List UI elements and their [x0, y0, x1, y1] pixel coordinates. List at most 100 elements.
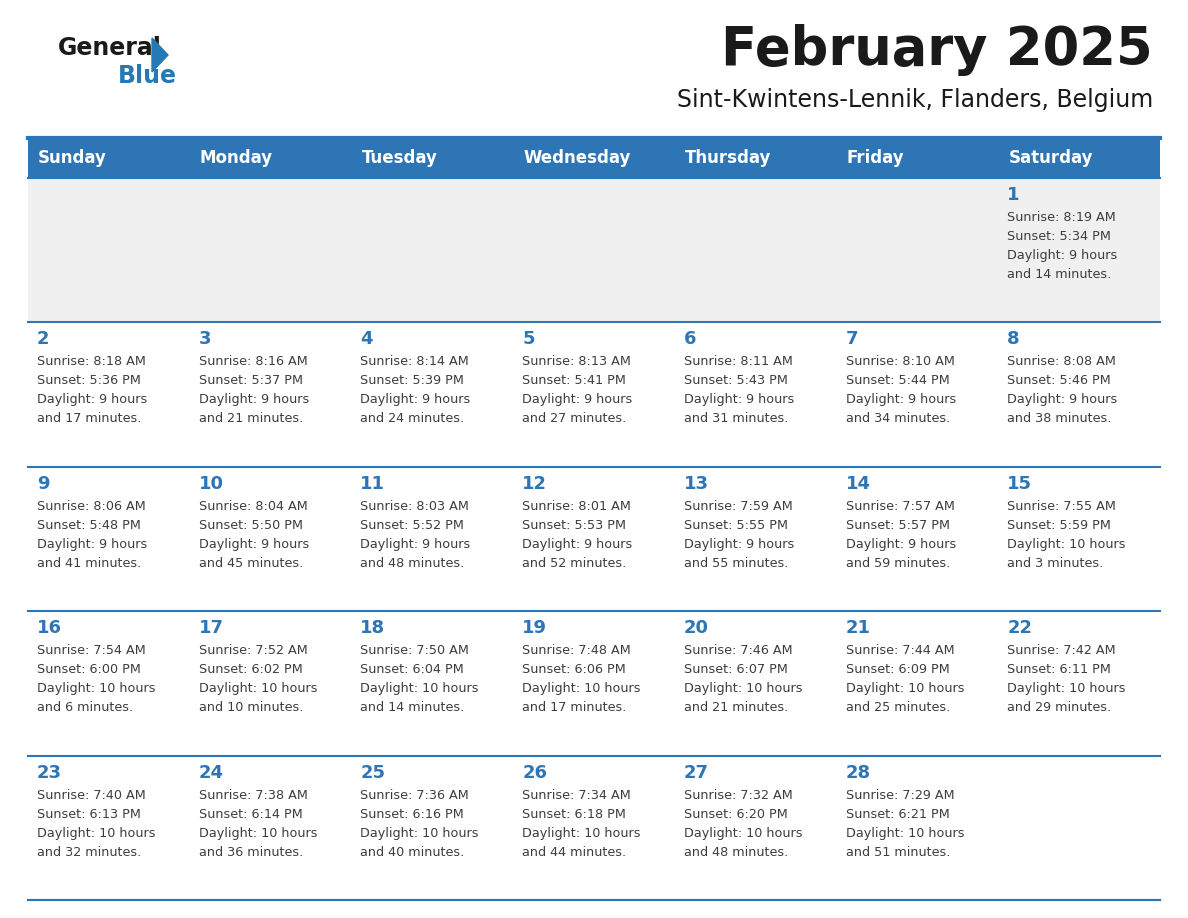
Text: 12: 12 — [523, 475, 548, 493]
Text: and 3 minutes.: and 3 minutes. — [1007, 557, 1104, 570]
Text: Blue: Blue — [118, 64, 177, 88]
Text: Sunset: 6:00 PM: Sunset: 6:00 PM — [37, 663, 141, 677]
Text: Sunset: 6:13 PM: Sunset: 6:13 PM — [37, 808, 141, 821]
Text: 17: 17 — [198, 620, 223, 637]
Text: Sunrise: 7:44 AM: Sunrise: 7:44 AM — [846, 644, 954, 657]
Bar — [190, 611, 352, 756]
Text: Daylight: 10 hours: Daylight: 10 hours — [1007, 538, 1126, 551]
Text: February 2025: February 2025 — [721, 24, 1154, 76]
Text: Daylight: 9 hours: Daylight: 9 hours — [198, 394, 309, 407]
Text: and 38 minutes.: and 38 minutes. — [1007, 412, 1112, 425]
Text: Sunset: 6:11 PM: Sunset: 6:11 PM — [1007, 663, 1111, 677]
Text: 27: 27 — [684, 764, 709, 781]
Text: Sunset: 6:04 PM: Sunset: 6:04 PM — [360, 663, 465, 677]
Text: Sunrise: 8:14 AM: Sunrise: 8:14 AM — [360, 355, 469, 368]
Text: and 59 minutes.: and 59 minutes. — [846, 557, 950, 570]
Text: Daylight: 9 hours: Daylight: 9 hours — [37, 538, 147, 551]
Text: Sunset: 5:59 PM: Sunset: 5:59 PM — [1007, 519, 1111, 532]
Text: Sunset: 5:39 PM: Sunset: 5:39 PM — [360, 375, 465, 387]
Bar — [513, 322, 675, 466]
Bar — [675, 611, 836, 756]
Text: Sunset: 5:53 PM: Sunset: 5:53 PM — [523, 519, 626, 532]
Text: Daylight: 10 hours: Daylight: 10 hours — [360, 826, 479, 840]
Text: Daylight: 9 hours: Daylight: 9 hours — [684, 394, 794, 407]
Text: 25: 25 — [360, 764, 385, 781]
Bar — [836, 322, 998, 466]
Text: 22: 22 — [1007, 620, 1032, 637]
Bar — [513, 611, 675, 756]
Text: Sint-Kwintens-Lennik, Flanders, Belgium: Sint-Kwintens-Lennik, Flanders, Belgium — [677, 88, 1154, 112]
Text: Sunrise: 7:46 AM: Sunrise: 7:46 AM — [684, 644, 792, 657]
Text: 26: 26 — [523, 764, 548, 781]
Text: Daylight: 10 hours: Daylight: 10 hours — [1007, 682, 1126, 695]
Bar — [29, 322, 190, 466]
Text: and 36 minutes.: and 36 minutes. — [198, 845, 303, 858]
Bar — [29, 466, 190, 611]
Polygon shape — [152, 38, 168, 72]
Text: 9: 9 — [37, 475, 50, 493]
Text: Daylight: 9 hours: Daylight: 9 hours — [1007, 394, 1118, 407]
Bar — [190, 178, 352, 322]
Text: 19: 19 — [523, 620, 548, 637]
Bar — [29, 756, 190, 900]
Text: and 32 minutes.: and 32 minutes. — [37, 845, 141, 858]
Bar — [190, 466, 352, 611]
Bar — [836, 178, 998, 322]
Bar — [513, 466, 675, 611]
Text: Wednesday: Wednesday — [523, 149, 631, 167]
Text: Sunset: 5:55 PM: Sunset: 5:55 PM — [684, 519, 788, 532]
Text: 15: 15 — [1007, 475, 1032, 493]
Bar — [352, 466, 513, 611]
Text: Daylight: 9 hours: Daylight: 9 hours — [846, 538, 956, 551]
Text: and 48 minutes.: and 48 minutes. — [684, 845, 788, 858]
Text: Sunrise: 7:48 AM: Sunrise: 7:48 AM — [523, 644, 631, 657]
Text: Sunset: 6:09 PM: Sunset: 6:09 PM — [846, 663, 949, 677]
Text: Daylight: 10 hours: Daylight: 10 hours — [684, 826, 802, 840]
Text: Sunset: 6:21 PM: Sunset: 6:21 PM — [846, 808, 949, 821]
Text: and 17 minutes.: and 17 minutes. — [523, 701, 626, 714]
Text: Sunrise: 8:10 AM: Sunrise: 8:10 AM — [846, 355, 954, 368]
Text: Sunrise: 8:03 AM: Sunrise: 8:03 AM — [360, 499, 469, 513]
Text: Daylight: 10 hours: Daylight: 10 hours — [37, 682, 156, 695]
Text: Sunset: 5:48 PM: Sunset: 5:48 PM — [37, 519, 141, 532]
Text: Sunrise: 7:38 AM: Sunrise: 7:38 AM — [198, 789, 308, 801]
Text: Sunrise: 7:52 AM: Sunrise: 7:52 AM — [198, 644, 308, 657]
Text: Sunset: 5:57 PM: Sunset: 5:57 PM — [846, 519, 949, 532]
Text: Daylight: 10 hours: Daylight: 10 hours — [198, 682, 317, 695]
Bar — [998, 466, 1159, 611]
Text: 1: 1 — [1007, 186, 1019, 204]
Text: Sunset: 5:46 PM: Sunset: 5:46 PM — [1007, 375, 1111, 387]
Text: Sunrise: 8:06 AM: Sunrise: 8:06 AM — [37, 499, 146, 513]
Text: Thursday: Thursday — [684, 149, 771, 167]
Text: Daylight: 10 hours: Daylight: 10 hours — [198, 826, 317, 840]
Text: and 55 minutes.: and 55 minutes. — [684, 557, 788, 570]
Bar — [352, 611, 513, 756]
Text: 6: 6 — [684, 330, 696, 349]
Text: Sunset: 6:06 PM: Sunset: 6:06 PM — [523, 663, 626, 677]
Text: and 6 minutes.: and 6 minutes. — [37, 701, 133, 714]
Bar — [675, 466, 836, 611]
Text: Daylight: 10 hours: Daylight: 10 hours — [523, 682, 640, 695]
Text: and 31 minutes.: and 31 minutes. — [684, 412, 788, 425]
Text: Sunrise: 8:19 AM: Sunrise: 8:19 AM — [1007, 211, 1116, 224]
Text: Sunrise: 7:54 AM: Sunrise: 7:54 AM — [37, 644, 146, 657]
Bar — [998, 611, 1159, 756]
Bar — [998, 178, 1159, 322]
Text: and 25 minutes.: and 25 minutes. — [846, 701, 950, 714]
Text: Sunset: 5:52 PM: Sunset: 5:52 PM — [360, 519, 465, 532]
Text: Daylight: 9 hours: Daylight: 9 hours — [523, 394, 632, 407]
Bar — [675, 756, 836, 900]
Bar — [190, 322, 352, 466]
Text: Sunset: 5:36 PM: Sunset: 5:36 PM — [37, 375, 141, 387]
Text: Sunrise: 8:01 AM: Sunrise: 8:01 AM — [523, 499, 631, 513]
Text: and 10 minutes.: and 10 minutes. — [198, 701, 303, 714]
Text: Sunrise: 7:40 AM: Sunrise: 7:40 AM — [37, 789, 146, 801]
Text: 8: 8 — [1007, 330, 1020, 349]
Text: Sunset: 6:14 PM: Sunset: 6:14 PM — [198, 808, 303, 821]
Text: 28: 28 — [846, 764, 871, 781]
Text: Sunday: Sunday — [38, 149, 107, 167]
Text: Sunset: 6:18 PM: Sunset: 6:18 PM — [523, 808, 626, 821]
Text: and 41 minutes.: and 41 minutes. — [37, 557, 141, 570]
Text: 24: 24 — [198, 764, 223, 781]
Text: Sunrise: 7:59 AM: Sunrise: 7:59 AM — [684, 499, 792, 513]
